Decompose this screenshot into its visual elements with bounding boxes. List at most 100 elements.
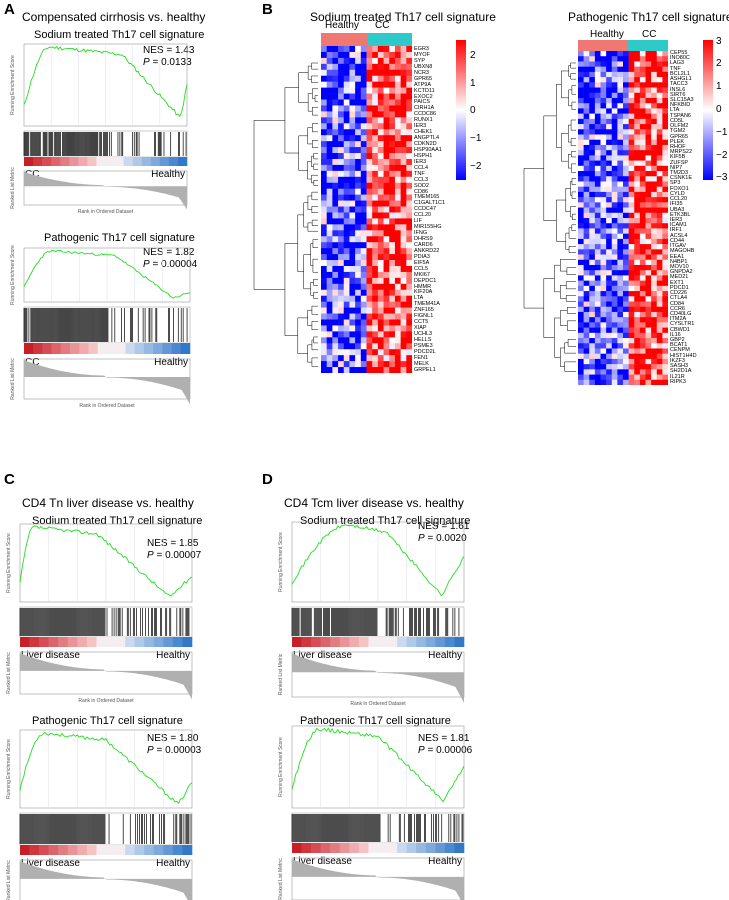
rank-colorbar-segment [339,843,350,853]
heatmap-cell [377,123,384,130]
rank-colorbar-segment [301,843,312,853]
gene-label: GRPEL1 [414,366,436,373]
heatmap-cell [662,77,668,83]
heatmap-cell [656,144,663,151]
heatmap-cell [321,319,327,326]
heatmap-cell [662,296,668,302]
heatmap-cell [394,349,401,356]
heatmap-cell [406,164,412,172]
heatmap-cell [377,242,384,249]
heatmap-cell [634,186,641,193]
heatmap-cell [662,218,668,224]
heatmap-cell [578,353,584,360]
heatmap-cell [623,181,629,187]
heatmap-cell [589,160,596,167]
heatmap-cell [349,355,356,362]
heatmap-cell [583,108,590,114]
heatmap-cell [377,349,384,356]
heatmap-cell [651,301,658,308]
heatmap-cell [583,327,590,334]
heatmap-cell [343,331,350,338]
heatmap-cell [383,361,390,368]
heatmap-cell [355,57,362,65]
gene-label: ZUFSP [670,159,689,166]
heatmap-cell [656,322,663,328]
heatmap-cell [617,348,624,354]
heatmap-cell [349,111,356,118]
rank-colorbar-segment [144,637,155,647]
heatmap-cell [360,212,367,219]
gene-label: PDIA3 [414,253,430,260]
heatmap-cell [583,238,590,245]
heatmap-cell [645,358,652,365]
heatmap-cell [651,150,658,156]
rank-colorbar-segment [301,637,312,647]
heatmap-cell [366,236,373,243]
heatmap-cell [623,301,629,308]
heatmap-cell [383,331,390,338]
gene-label: CCL20 [670,196,688,203]
heatmap-cell [617,311,624,318]
heatmap-cell [611,291,618,297]
gene-label: CHEK1 [414,129,433,136]
heatmap-cell [400,147,407,154]
heatmap-cell [389,313,396,320]
heatmap-cell [651,186,658,193]
gene-label: CD40LG [670,310,692,317]
heatmap-cell [594,129,601,135]
heatmap-cell [606,191,613,198]
heatmap-cell [583,285,590,292]
heatmap-cell [326,123,333,130]
heatmap-cell [332,158,339,166]
heatmap-cell [611,259,618,266]
heatmap-cell [589,249,596,255]
rank-colorbar-segment [159,157,170,166]
heatmap-cell [600,291,607,297]
heatmap-cell [594,176,601,182]
heatmap-cell [656,228,663,234]
heatmap-cell [623,223,629,229]
heatmap-cell [377,87,384,94]
heatmap-cell [400,307,407,314]
es-ylabel: Running Enrichment Score [10,55,16,115]
heatmap-cell [578,322,584,328]
heatmap-cell [338,206,345,213]
heatmap-cell [394,367,401,373]
heatmap-cell [355,367,362,373]
gene-label: LAG3 [670,60,685,67]
heatmap-cell [366,319,373,326]
heatmap-cell [606,129,613,135]
heatmap-cell [377,75,384,82]
heatmap-cell [321,367,327,373]
panel-d-label: D [262,471,273,488]
heatmap-cell [662,113,668,120]
heatmap-cell [600,202,607,208]
heatmap-cell [372,260,379,267]
heatmap-cell [645,280,652,287]
heatmap-cell [406,260,412,267]
heatmap-cell [639,218,646,224]
heatmap2-legend-tick: −3 [716,172,728,183]
heatmap-cell [651,108,658,114]
heatmap-cell [589,186,596,193]
gene-label: EXOC2 [414,93,433,100]
heatmap-cell [606,113,613,120]
heatmap-cell [611,118,618,125]
heatmap-cell [634,71,641,78]
heatmap-cell [578,285,584,292]
heatmap-cell [594,218,601,224]
heatmap-cell [343,69,350,77]
heatmap-cell [589,51,596,57]
heatmap-cell [583,176,590,182]
heatmap-cell [611,191,618,198]
rank-colorbar-segment [172,637,183,647]
heatmap-cell [594,155,601,161]
heatmap-cell [662,103,668,109]
heatmap-cell [656,92,663,99]
heatmap-cell [338,176,345,184]
heatmap-cell [611,92,618,99]
heatmap-cell [662,228,668,234]
heatmap-cell [634,285,641,292]
gene-label: PSME3 [414,342,433,349]
heatmap-cell [400,236,407,243]
